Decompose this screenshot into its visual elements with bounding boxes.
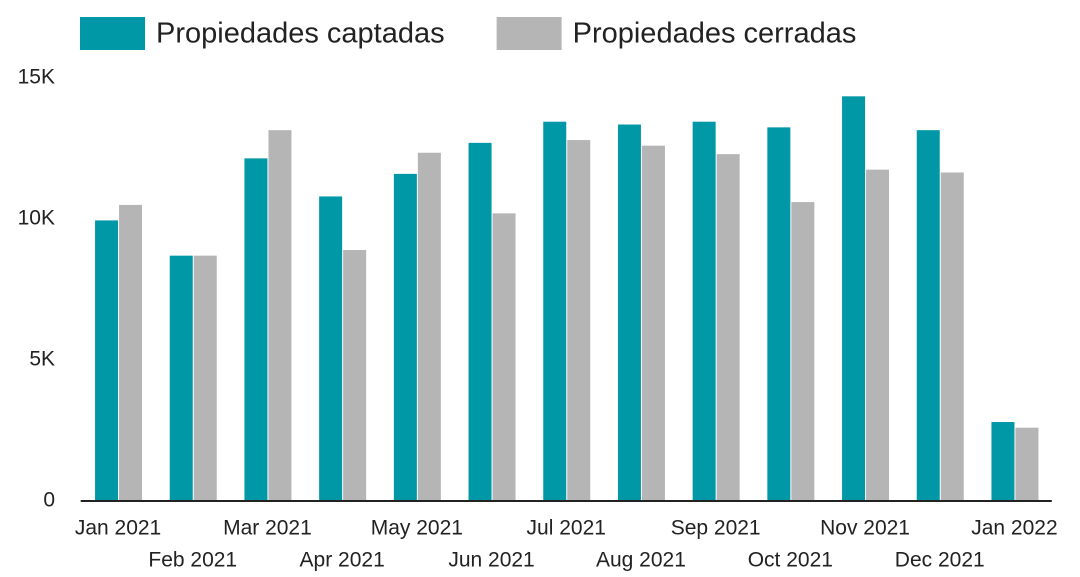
bar — [767, 127, 791, 501]
x-tick-label: May 2021 — [371, 517, 463, 540]
bar — [393, 173, 417, 501]
y-tick-label: 15K — [18, 66, 55, 89]
bar — [617, 124, 641, 501]
bar — [343, 250, 367, 501]
bar — [991, 422, 1015, 501]
bar — [119, 204, 143, 501]
bar — [319, 196, 343, 501]
y-tick-label: 10K — [18, 207, 55, 230]
bar — [492, 213, 516, 502]
x-tick-label: Mar 2021 — [223, 517, 312, 540]
legend-label: Propiedades captadas — [156, 18, 445, 50]
x-tick-label: Jan 2022 — [971, 517, 1057, 540]
bar — [169, 255, 193, 501]
y-tick-label: 5K — [29, 348, 55, 371]
x-tick-label: Jul 2021 — [527, 517, 606, 540]
bar — [567, 140, 591, 502]
x-tick-label: Apr 2021 — [300, 549, 385, 572]
bar — [95, 220, 119, 501]
x-tick-label: Sep 2021 — [671, 517, 761, 540]
bar — [641, 145, 665, 501]
legend-swatch — [496, 17, 562, 50]
bar — [193, 255, 217, 501]
bar — [716, 154, 740, 501]
bar — [417, 152, 441, 502]
bar — [940, 172, 964, 501]
bar — [268, 130, 292, 502]
x-tick-label: Nov 2021 — [820, 517, 910, 540]
legend-swatch — [80, 17, 145, 50]
bar — [1015, 427, 1039, 501]
bar — [842, 96, 866, 501]
legend-label: Propiedades cerradas — [573, 18, 857, 50]
bar — [692, 121, 716, 502]
x-tick-label: Feb 2021 — [148, 549, 237, 572]
bar — [244, 158, 268, 501]
x-tick-label: Dec 2021 — [895, 549, 985, 572]
x-tick-label: Jan 2021 — [75, 517, 161, 540]
bar — [916, 130, 940, 502]
x-tick-label: Jun 2021 — [448, 549, 534, 572]
bar — [468, 142, 492, 502]
x-tick-label: Oct 2021 — [748, 549, 833, 572]
x-tick-label: Aug 2021 — [596, 549, 686, 572]
bar — [543, 121, 567, 502]
y-tick-label: 0 — [43, 489, 55, 512]
bar — [791, 202, 815, 501]
bar — [866, 169, 890, 501]
